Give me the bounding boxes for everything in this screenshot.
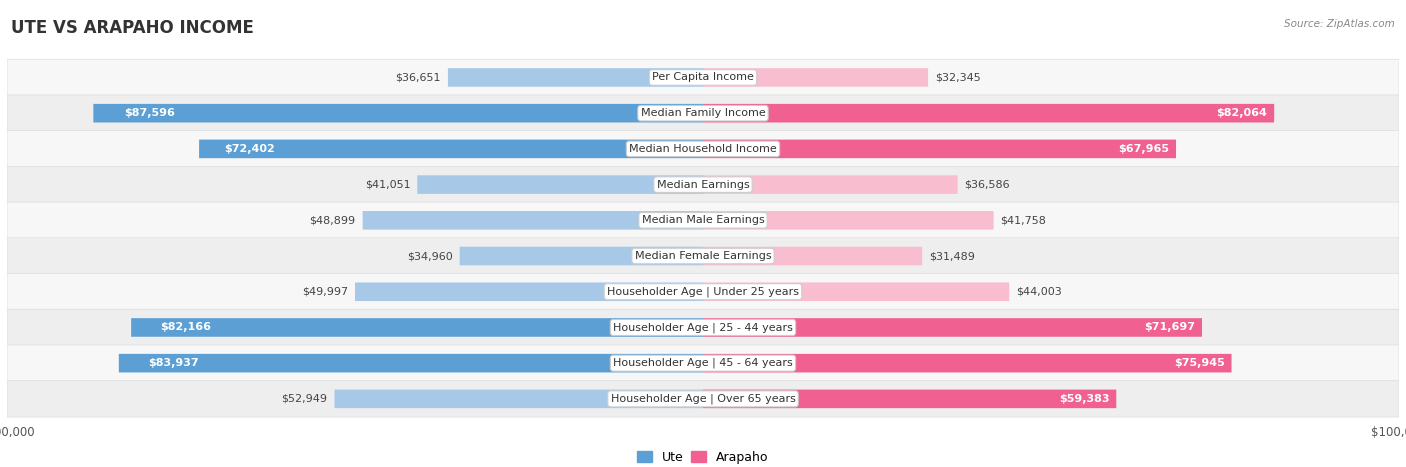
- Text: $44,003: $44,003: [1017, 287, 1062, 297]
- FancyBboxPatch shape: [418, 175, 703, 194]
- FancyBboxPatch shape: [7, 274, 1399, 310]
- Text: Median Earnings: Median Earnings: [657, 180, 749, 190]
- Text: $32,345: $32,345: [935, 72, 981, 83]
- FancyBboxPatch shape: [449, 68, 703, 87]
- FancyBboxPatch shape: [363, 211, 703, 230]
- Text: $67,965: $67,965: [1118, 144, 1168, 154]
- Text: Householder Age | 25 - 44 years: Householder Age | 25 - 44 years: [613, 322, 793, 333]
- FancyBboxPatch shape: [703, 175, 957, 194]
- FancyBboxPatch shape: [200, 140, 703, 158]
- Text: $59,383: $59,383: [1059, 394, 1109, 404]
- FancyBboxPatch shape: [7, 381, 1399, 417]
- Text: Median Female Earnings: Median Female Earnings: [634, 251, 772, 261]
- Text: $31,489: $31,489: [929, 251, 974, 261]
- FancyBboxPatch shape: [703, 283, 1010, 301]
- FancyBboxPatch shape: [7, 238, 1399, 274]
- FancyBboxPatch shape: [7, 309, 1399, 346]
- FancyBboxPatch shape: [7, 345, 1399, 382]
- Text: $82,166: $82,166: [160, 322, 211, 333]
- Text: $52,949: $52,949: [281, 394, 328, 404]
- FancyBboxPatch shape: [120, 354, 703, 373]
- Legend: Ute, Arapaho: Ute, Arapaho: [633, 446, 773, 467]
- Text: Householder Age | Over 65 years: Householder Age | Over 65 years: [610, 394, 796, 404]
- FancyBboxPatch shape: [703, 354, 1232, 373]
- FancyBboxPatch shape: [356, 283, 703, 301]
- FancyBboxPatch shape: [7, 202, 1399, 239]
- Text: $36,651: $36,651: [395, 72, 441, 83]
- Text: $49,997: $49,997: [302, 287, 349, 297]
- FancyBboxPatch shape: [7, 131, 1399, 167]
- FancyBboxPatch shape: [131, 318, 703, 337]
- Text: $48,899: $48,899: [309, 215, 356, 225]
- FancyBboxPatch shape: [93, 104, 703, 122]
- Text: $72,402: $72,402: [225, 144, 276, 154]
- FancyBboxPatch shape: [703, 247, 922, 265]
- Text: Median Male Earnings: Median Male Earnings: [641, 215, 765, 225]
- FancyBboxPatch shape: [460, 247, 703, 265]
- Text: Householder Age | 45 - 64 years: Householder Age | 45 - 64 years: [613, 358, 793, 368]
- Text: UTE VS ARAPAHO INCOME: UTE VS ARAPAHO INCOME: [11, 19, 254, 37]
- FancyBboxPatch shape: [703, 104, 1274, 122]
- FancyBboxPatch shape: [703, 211, 994, 230]
- Text: $75,945: $75,945: [1174, 358, 1225, 368]
- Text: Median Household Income: Median Household Income: [628, 144, 778, 154]
- FancyBboxPatch shape: [703, 318, 1202, 337]
- FancyBboxPatch shape: [703, 68, 928, 87]
- FancyBboxPatch shape: [703, 140, 1175, 158]
- Text: Median Family Income: Median Family Income: [641, 108, 765, 118]
- Text: Per Capita Income: Per Capita Income: [652, 72, 754, 83]
- Text: $41,758: $41,758: [1001, 215, 1046, 225]
- FancyBboxPatch shape: [335, 389, 703, 408]
- FancyBboxPatch shape: [7, 166, 1399, 203]
- FancyBboxPatch shape: [7, 95, 1399, 131]
- Text: $83,937: $83,937: [148, 358, 198, 368]
- Text: $82,064: $82,064: [1216, 108, 1267, 118]
- FancyBboxPatch shape: [7, 59, 1399, 96]
- Text: $36,586: $36,586: [965, 180, 1011, 190]
- FancyBboxPatch shape: [703, 389, 1116, 408]
- Text: $87,596: $87,596: [124, 108, 174, 118]
- Text: $41,051: $41,051: [364, 180, 411, 190]
- Text: Source: ZipAtlas.com: Source: ZipAtlas.com: [1284, 19, 1395, 28]
- Text: $34,960: $34,960: [406, 251, 453, 261]
- Text: $71,697: $71,697: [1144, 322, 1195, 333]
- Text: Householder Age | Under 25 years: Householder Age | Under 25 years: [607, 286, 799, 297]
